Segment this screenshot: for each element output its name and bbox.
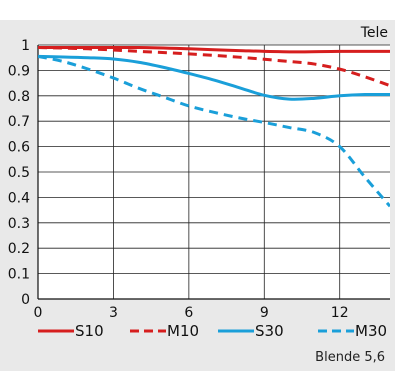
series-line-s10 — [38, 45, 390, 54]
y-tick-label: 0.3 — [8, 216, 30, 232]
header-strip — [0, 0, 395, 20]
y-tick-label: 0.4 — [8, 190, 30, 206]
y-tick-label: 0 — [21, 292, 30, 308]
x-tick-label: 0 — [34, 305, 43, 321]
x-tick-label: 9 — [260, 305, 269, 321]
series-group — [38, 45, 390, 208]
x-tick-label: 12 — [331, 305, 349, 321]
y-tick-label: 0.1 — [8, 267, 30, 283]
legend-label-s30: S30 — [255, 322, 284, 340]
series-line-m10 — [38, 46, 390, 88]
y-tick-label: 0.8 — [8, 89, 30, 105]
legend-label-m30: M30 — [355, 322, 387, 340]
x-tick-label: 3 — [109, 305, 118, 321]
series-line-m30 — [38, 54, 390, 208]
chart-title: Tele — [360, 25, 388, 41]
y-tick-label: 1 — [21, 38, 30, 54]
y-tick-label: 0.6 — [8, 140, 30, 156]
series-line-s30 — [38, 54, 390, 101]
y-tick-label: 0.9 — [8, 63, 30, 79]
aperture-note: Blende 5,6 — [315, 350, 385, 365]
x-tick-label: 6 — [184, 305, 193, 321]
legend-label-m10: M10 — [167, 322, 199, 340]
y-tick-label: 0.7 — [8, 114, 30, 130]
legend-label-s10: S10 — [75, 322, 104, 340]
y-tick-label: 0.2 — [8, 241, 30, 257]
y-tick-label: 0.5 — [8, 165, 30, 181]
